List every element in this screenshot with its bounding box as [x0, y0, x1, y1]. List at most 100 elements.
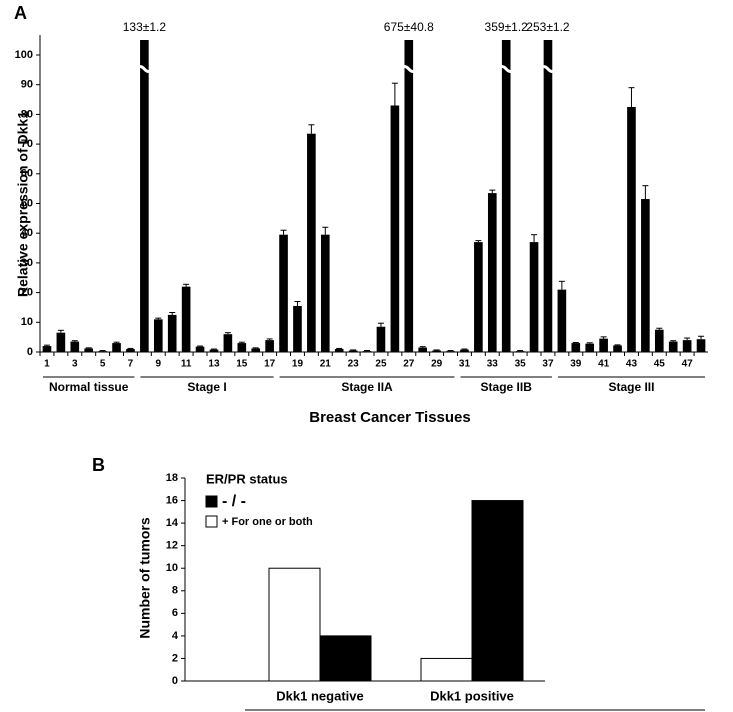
bar — [195, 346, 205, 352]
bar — [460, 349, 469, 352]
x-tick-label: 41 — [598, 359, 610, 370]
group-label: Normal tissue — [49, 380, 129, 394]
axis-break — [399, 65, 419, 73]
x-tick-label: 17 — [264, 359, 276, 370]
y-axis-title: Relative expression of Dkk1 — [15, 111, 31, 297]
bar — [654, 329, 664, 352]
bar — [529, 242, 539, 352]
bar — [418, 347, 428, 352]
y-tick-label: 18 — [166, 472, 178, 484]
legend-swatch — [205, 515, 218, 528]
y-tick-label: 60 — [21, 168, 33, 180]
bar — [84, 348, 94, 352]
bar — [627, 106, 636, 352]
bar — [181, 286, 191, 352]
x-tick-label: 39 — [570, 359, 582, 370]
x-tick-label: 37 — [542, 359, 554, 370]
panel-label: B — [92, 455, 105, 475]
bar — [515, 351, 525, 352]
x-tick-label: 43 — [626, 359, 638, 370]
bar — [153, 319, 163, 352]
x-tick-label: 3 — [72, 359, 78, 370]
bar — [319, 635, 372, 682]
x-tick-label: 45 — [654, 359, 666, 370]
bar — [334, 349, 344, 352]
bar — [696, 339, 706, 352]
y-tick-label: 4 — [172, 630, 179, 642]
y-tick-label: 12 — [166, 540, 178, 552]
x-tick-label: 9 — [156, 359, 162, 370]
bar — [307, 133, 316, 352]
bar — [251, 348, 261, 352]
bar — [390, 105, 400, 353]
x-tick-label: 5 — [100, 359, 106, 370]
bar — [237, 343, 247, 352]
y-tick-label: 40 — [21, 227, 33, 239]
y-tick-label: 14 — [166, 517, 179, 529]
value-label: 675±40.8 — [384, 20, 434, 34]
axis-break — [538, 65, 558, 73]
x-axis-title: Breast Cancer Tissues — [309, 409, 470, 426]
bar — [599, 338, 608, 352]
y-tick-label: 0 — [172, 675, 178, 687]
x-tick-label: 27 — [403, 359, 415, 370]
bar — [501, 40, 511, 352]
y-tick-label: 16 — [166, 494, 178, 506]
x-tick-label: 31 — [459, 359, 471, 370]
bar — [613, 345, 622, 352]
x-tick-label: 33 — [487, 359, 499, 370]
value-label: 133±1.2 — [123, 20, 167, 34]
bar — [98, 351, 107, 352]
bar — [641, 199, 650, 352]
bar — [474, 242, 483, 352]
y-tick-label: 30 — [21, 257, 33, 269]
value-label: 359±1.2 — [485, 20, 529, 34]
x-tick-label: 47 — [682, 359, 694, 370]
x-tick-label: 7 — [128, 359, 134, 370]
bar — [557, 289, 567, 352]
bar — [167, 314, 177, 352]
bar — [42, 346, 52, 352]
bar — [432, 350, 441, 352]
legend-title: ER/PR status — [206, 471, 288, 486]
bar — [420, 657, 473, 682]
y-tick-label: 0 — [27, 346, 33, 358]
y-tick-label: 10 — [166, 562, 178, 574]
x-tick-label: 35 — [515, 359, 527, 370]
y-tick-label: 80 — [21, 108, 33, 120]
y-tick-label: 50 — [21, 197, 33, 209]
axis-break — [134, 65, 155, 73]
bar — [56, 332, 66, 352]
x-tick-label: 29 — [431, 359, 443, 370]
bar — [362, 351, 372, 352]
y-tick-label: 8 — [172, 585, 178, 597]
legend-swatch — [205, 495, 218, 508]
x-tick-label: 25 — [375, 359, 387, 370]
x-tick-label: Dkk1 negative — [276, 688, 363, 703]
bar — [268, 567, 321, 682]
x-tick-label: 15 — [236, 359, 248, 370]
y-axis-title: Number of tumors — [137, 517, 153, 639]
x-tick-label: 11 — [181, 359, 192, 370]
bar — [571, 343, 581, 352]
bar — [140, 40, 149, 352]
group-label: Stage IIB — [481, 380, 533, 394]
bar — [320, 234, 330, 352]
bar — [543, 40, 553, 352]
x-tick-label: Dkk1 positive — [430, 688, 514, 703]
bar — [348, 350, 358, 352]
y-tick-label: 20 — [21, 287, 33, 299]
bar — [682, 340, 692, 352]
group-label: Stage IIA — [341, 380, 393, 394]
bar — [585, 343, 595, 352]
value-label: 253±1.2 — [526, 20, 570, 34]
bar — [668, 341, 678, 352]
y-tick-label: 100 — [15, 49, 33, 61]
y-tick-label: 10 — [21, 316, 33, 328]
bar — [112, 343, 121, 352]
bar — [446, 351, 455, 352]
panel-label: A — [14, 3, 27, 23]
bar — [70, 341, 80, 352]
bar — [404, 40, 414, 352]
